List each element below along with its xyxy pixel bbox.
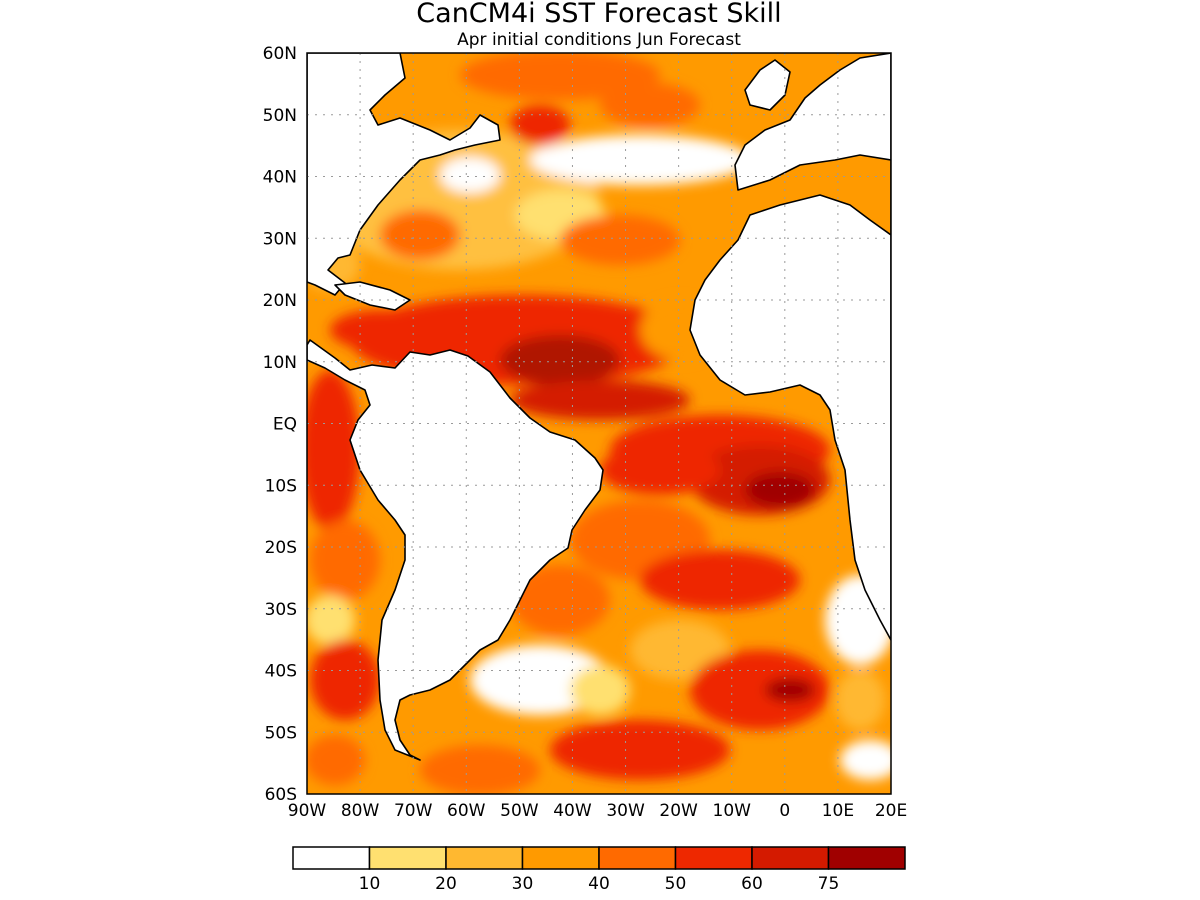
colorbar: 10 20 30 40 50 60 75 [292,846,906,894]
colorbar-label: 60 [741,874,763,894]
lon-tick-label: 40W [553,801,592,821]
colorbar-swatch [521,846,600,870]
figure-subtitle: Apr initial conditions Jun Forecast [457,30,741,50]
colorbar-swatch [445,846,524,870]
lon-tick-label: 20W [659,801,698,821]
colorbar-swatch [827,846,906,870]
lat-tick-label: 60S [265,785,297,805]
lon-tick-label: 30W [606,801,645,821]
lat-tick-label: 30S [265,600,297,620]
lat-tick-label: 10S [265,476,297,496]
lat-tick-label: EQ [273,415,297,435]
lat-tick-label: 50N [263,106,297,126]
lat-tick-label: 40S [265,662,297,682]
lat-tick-label: 20N [263,291,297,311]
colorbar-swatch [751,846,830,870]
lon-tick-label: 80W [341,801,380,821]
map-frame [306,52,892,795]
lat-tick-label: 50S [265,723,297,743]
lon-tick-label: 20E [875,801,907,821]
lon-tick-label: 90W [288,801,327,821]
colorbar-swatch [368,846,447,870]
skill-field [307,53,891,794]
lon-tick-label: 70W [394,801,433,821]
colorbar-label: 10 [359,874,381,894]
colorbar-label: 50 [665,874,687,894]
graticule [307,53,891,794]
longitude-labels: 90W 80W 70W 60W 50W 40W 30W 20W 10W 0 10E 20E [288,801,907,821]
lon-tick-label: 50W [500,801,539,821]
lon-tick-label: 10E [822,801,854,821]
latitude-labels: 60N 50N 40N 30N 20N 10N EQ 10S 20S 30S 40S 50S 60S [263,44,297,805]
lon-tick-label: 0 [779,801,790,821]
lat-tick-label: 20S [265,538,297,558]
lon-tick-label: 60W [447,801,486,821]
lat-tick-label: 30N [263,229,297,249]
colorbar-swatch [292,846,371,870]
colorbar-swatch [674,846,753,870]
lon-tick-label: 10W [713,801,752,821]
colorbar-label: 40 [588,874,610,894]
lat-tick-label: 60N [263,44,297,64]
colorbar-label: 30 [512,874,534,894]
colorbar-swatch [598,846,677,870]
lat-tick-label: 40N [263,168,297,188]
sst-skill-map: 60N 50N 40N 30N 20N 10N EQ 10S 20S 30S 40S 50S 60S 9… [263,44,908,821]
figure-title: CanCM4i SST Forecast Skill [416,0,781,29]
colorbar-label: 20 [435,874,457,894]
land [307,53,891,761]
colorbar-label: 75 [818,874,840,894]
lat-tick-label: 10N [263,353,297,373]
